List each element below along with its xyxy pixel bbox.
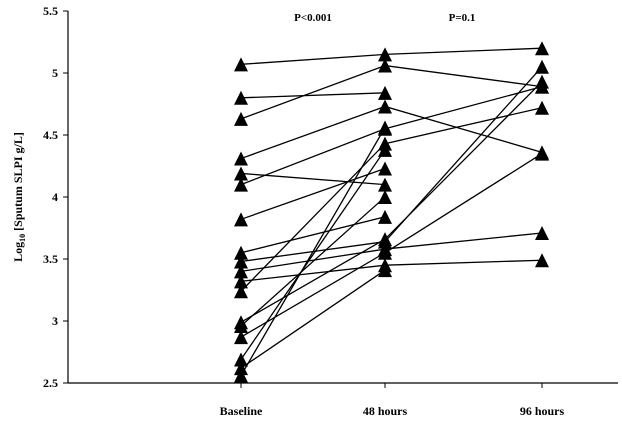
p-value-annotations: P<0.001 P=0.1 (294, 12, 475, 24)
series-line (240, 64, 543, 120)
x-tick-label: 96 hours (520, 404, 565, 418)
y-tick-label: 4.5 (43, 128, 58, 142)
y-tick-label: 5.5 (43, 4, 58, 18)
series-line (240, 172, 386, 186)
data-point-marker (535, 74, 549, 89)
y-tick-label: 4 (52, 190, 58, 204)
p-value-label: P=0.1 (449, 12, 476, 24)
series-line (240, 149, 386, 360)
data-point-marker (234, 151, 248, 166)
series-line (240, 196, 386, 327)
y-axis-label: Log10 [Sputum SLPI g/L] (11, 132, 27, 262)
y-tick-label: 3.5 (43, 252, 58, 266)
series-line (240, 167, 386, 220)
data-point-marker (234, 212, 248, 227)
series-markers (234, 41, 549, 383)
y-tick-label: 2.5 (43, 376, 58, 390)
series-line (240, 47, 543, 65)
x-tick-label: Baseline (220, 404, 263, 418)
data-point-marker (234, 57, 248, 72)
data-point-marker (378, 232, 392, 247)
data-point-marker (234, 368, 248, 383)
x-tick-label: 48 hours (363, 404, 408, 418)
data-point-marker (535, 100, 549, 115)
y-tick-label: 5 (52, 66, 58, 80)
data-point-marker (378, 161, 392, 176)
data-point-marker (378, 47, 392, 62)
p-value-label: P<0.001 (294, 12, 332, 24)
data-point-marker (234, 245, 248, 260)
data-point-marker (234, 177, 248, 192)
data-point-marker (234, 330, 248, 345)
data-point-marker (535, 253, 549, 268)
data-point-marker (234, 274, 248, 289)
data-point-marker (378, 142, 392, 157)
data-point-marker (234, 264, 248, 279)
y-axis-label-subscript: 10 (18, 234, 27, 242)
data-point-marker (535, 225, 549, 240)
data-point-marker (378, 58, 392, 73)
series-line (240, 269, 386, 369)
data-point-marker (535, 59, 549, 74)
series-line (240, 216, 386, 254)
data-point-marker (535, 146, 549, 161)
data-point-marker (234, 254, 248, 269)
data-point-marker (378, 120, 392, 135)
data-point-marker (234, 361, 248, 376)
data-point-marker (378, 190, 392, 204)
series-line (240, 92, 386, 99)
data-point-marker (234, 90, 248, 105)
series-line (240, 259, 543, 282)
data-point-marker (378, 245, 392, 260)
data-point-marker (234, 284, 248, 299)
data-point-marker (234, 111, 248, 126)
y-axis-label-prefix: Log (11, 242, 25, 262)
data-point-marker (234, 352, 248, 367)
series-lines (240, 47, 543, 376)
data-point-marker (378, 99, 392, 114)
y-axis: 2.5 3 3.5 4 4.5 5 5.5 (43, 4, 69, 390)
series-line (240, 105, 543, 160)
series-line (240, 127, 386, 376)
y-ticks: 2.5 3 3.5 4 4.5 5 5.5 (43, 4, 68, 390)
data-point-marker (535, 41, 549, 56)
y-tick-label: 3 (52, 314, 58, 328)
x-ticks: Baseline 48 hours 96 hours (220, 383, 565, 418)
data-point-marker (234, 318, 248, 333)
x-axis: Baseline 48 hours 96 hours (68, 382, 618, 418)
y-axis-label-text: [Sputum SLPI g/L] (11, 132, 25, 234)
data-point-marker (378, 85, 392, 100)
data-point-marker (378, 263, 392, 278)
data-point-marker (378, 177, 392, 192)
data-point-marker (234, 166, 248, 181)
data-point-marker (378, 209, 392, 224)
